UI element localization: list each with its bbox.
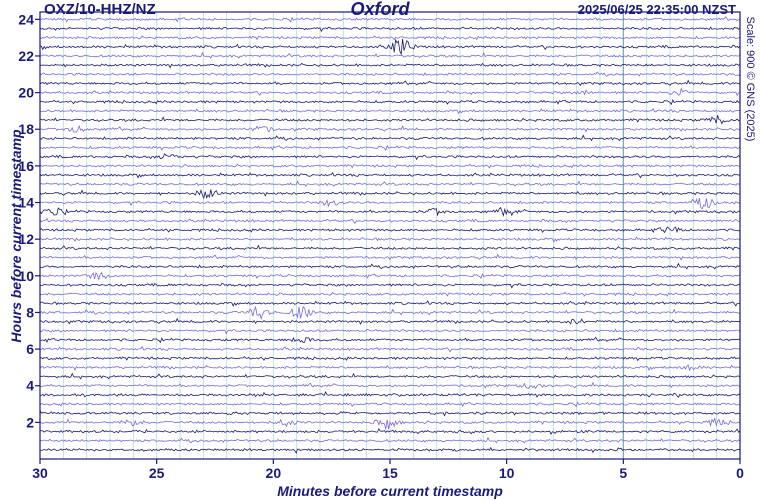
trace-line-dark — [39, 391, 741, 399]
trace-line-dark — [39, 244, 741, 251]
seismogram-traces — [39, 16, 741, 454]
x-tick-label: 15 — [382, 465, 398, 481]
y-tick-label: 12 — [18, 231, 34, 247]
trace-line-dark — [39, 152, 741, 161]
y-tick-label: 22 — [18, 48, 34, 64]
trace-line-dark — [39, 26, 741, 33]
trace-line-light — [39, 417, 741, 430]
chart-title: Oxford — [350, 0, 410, 19]
trace-line-light — [39, 291, 741, 297]
y-tick-label: 2 — [26, 414, 34, 430]
y-tick-label: 10 — [18, 268, 34, 284]
x-tick-label: 10 — [499, 465, 515, 481]
trace-line-dark — [39, 428, 741, 435]
trace-line-light — [39, 305, 741, 320]
trace-line-dark — [39, 134, 741, 142]
trace-line-dark — [39, 410, 741, 417]
current-timestamp: 2025/06/25 22:35:00 NZST — [577, 2, 736, 17]
trace-line-dark — [39, 62, 741, 69]
trace-line-dark — [40, 372, 741, 380]
y-tick-label: 6 — [26, 341, 34, 357]
y-tick-label: 4 — [26, 378, 34, 394]
y-axis-label: Hours before current timestamp — [8, 129, 24, 343]
scale-copyright-note: Scale: 900 © GNS (2025) — [744, 16, 756, 142]
y-tick-label: 20 — [18, 85, 34, 101]
trace-line-light — [39, 198, 741, 210]
trace-line-light — [39, 436, 741, 444]
trace-line-light — [39, 180, 741, 188]
x-tick-label: 0 — [736, 465, 744, 481]
trace-line-light — [39, 16, 740, 23]
trace-line-dark — [39, 226, 741, 234]
y-tick-label: 16 — [18, 158, 34, 174]
trace-line-light — [39, 364, 741, 372]
trace-line-dark — [39, 38, 741, 56]
y-tick-label: 8 — [26, 304, 34, 320]
trace-line-light — [39, 87, 741, 97]
trace-line-dark — [39, 171, 741, 179]
trace-line-dark — [39, 188, 740, 200]
trace-line-dark — [39, 262, 741, 270]
x-tick-label: 30 — [32, 465, 48, 481]
trace-line-light — [39, 51, 741, 59]
trace-line-light — [39, 144, 741, 151]
trace-line-light — [39, 71, 741, 77]
x-axis-label: Minutes before current timestamp — [277, 483, 503, 499]
trace-line-dark — [39, 99, 741, 106]
trace-line-light — [39, 271, 741, 281]
y-tick-label: 18 — [18, 121, 34, 137]
trace-line-dark — [39, 282, 741, 289]
grid — [39, 12, 741, 459]
trace-line-light — [39, 107, 741, 115]
trace-line-light — [40, 236, 741, 243]
trace-line-dark — [39, 206, 741, 217]
trace-line-dark — [39, 115, 741, 125]
x-tick-label: 25 — [149, 465, 165, 481]
trace-line-dark — [39, 317, 741, 325]
trace-line-light — [39, 328, 741, 335]
trace-line-dark — [39, 79, 741, 87]
trace-line-dark — [39, 446, 741, 454]
trace-line-light — [39, 401, 741, 408]
trace-line-light — [39, 381, 741, 390]
trace-line-dark — [39, 356, 741, 362]
trace-line-light — [39, 163, 741, 169]
y-tick-label: 24 — [18, 11, 34, 27]
trace-line-light — [39, 217, 741, 225]
trace-line-light — [39, 345, 741, 353]
station-code: OXZ/10-HHZ/NZ — [44, 1, 156, 18]
trace-line-light — [39, 253, 741, 261]
x-tick-label: 5 — [619, 465, 627, 481]
trace-line-light — [39, 35, 741, 41]
trace-line-dark — [39, 336, 741, 344]
y-tick-label: 14 — [18, 195, 34, 211]
trace-line-light — [39, 124, 741, 133]
trace-line-dark — [39, 300, 741, 307]
x-tick-label: 20 — [266, 465, 282, 481]
